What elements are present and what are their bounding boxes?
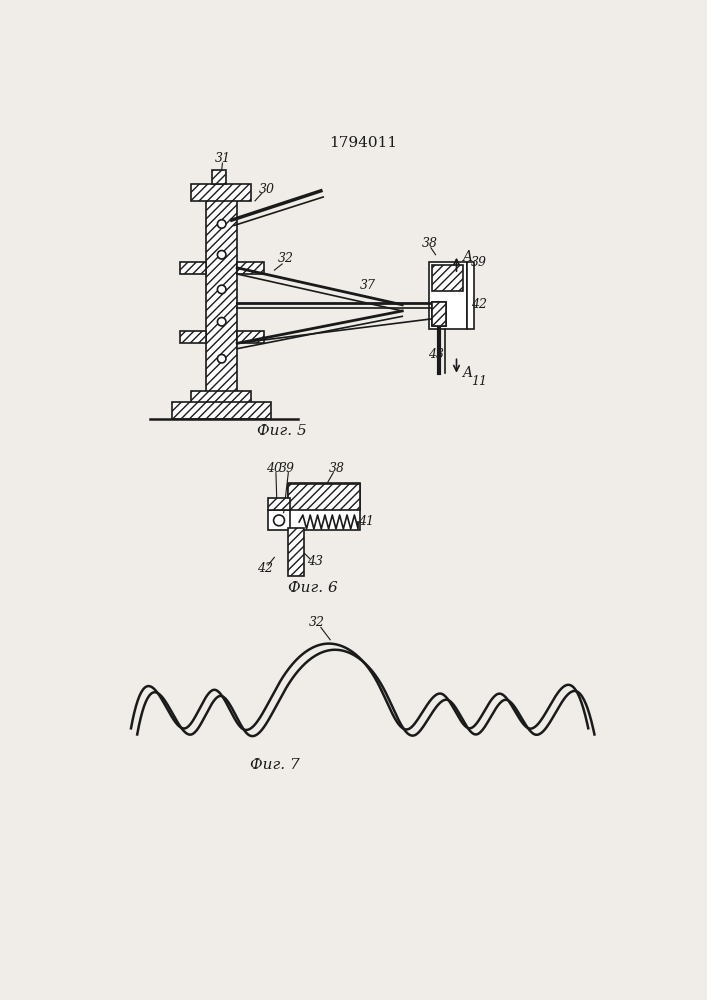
Bar [191,184,251,201]
Text: A: A [462,250,472,264]
Circle shape [274,515,284,526]
Bar [429,262,467,329]
Text: 30: 30 [259,183,274,196]
Bar [433,302,446,326]
Bar [206,193,237,393]
Text: 42: 42 [471,298,487,311]
Bar [268,498,290,510]
Text: Фиг. 5: Фиг. 5 [257,424,307,438]
Text: 39: 39 [279,462,295,475]
Text: 11: 11 [471,375,487,388]
Text: 32: 32 [278,252,294,265]
Bar [191,391,251,403]
Text: 32: 32 [309,616,325,629]
Circle shape [218,285,226,294]
Text: 38: 38 [421,237,438,250]
Circle shape [218,251,226,259]
Circle shape [218,354,226,363]
Bar [237,331,264,343]
Text: 38: 38 [328,462,344,475]
Bar [180,331,206,343]
Bar [268,510,290,530]
Text: 41: 41 [358,515,374,528]
Text: 42: 42 [257,562,273,575]
Bar [288,528,304,576]
Text: 37: 37 [359,279,375,292]
Bar [237,262,264,274]
Circle shape [218,220,226,228]
Bar [180,262,206,274]
Text: 1794011: 1794011 [329,136,397,150]
Circle shape [218,318,226,326]
Bar [288,484,360,510]
Bar [433,265,464,291]
Text: 43: 43 [307,555,322,568]
Text: 43: 43 [428,348,443,361]
Text: 40: 40 [267,462,282,475]
Text: A: A [462,366,472,380]
Bar [433,302,446,326]
Bar [288,483,360,530]
Text: Фиг. 7: Фиг. 7 [250,758,299,772]
Bar [467,262,474,329]
Bar [212,170,226,184]
Text: Фиг. 6: Фиг. 6 [288,581,338,595]
Text: 31: 31 [214,152,230,165]
Bar [172,402,271,419]
Text: 39: 39 [471,256,487,269]
